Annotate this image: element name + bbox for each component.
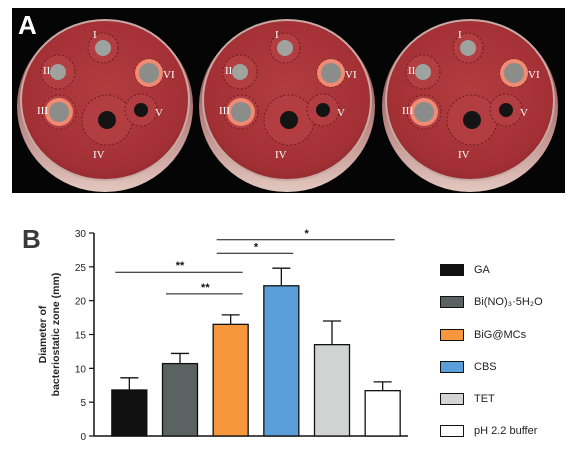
legend-item: TET (440, 391, 574, 407)
legend-item: CBS (440, 359, 574, 375)
well (321, 63, 341, 83)
legend-label: GA (474, 264, 490, 276)
y-axis-label: Diameter ofbacteriostatic zone (mm) (37, 273, 62, 397)
significance-label: * (254, 241, 259, 253)
well (139, 63, 159, 83)
y-axis-label-line: Diameter of (37, 305, 49, 363)
legend-item: BiG@MCs (440, 327, 574, 343)
well-label: II (43, 65, 51, 77)
bar (364, 390, 401, 437)
legend-label: Bi(NO)₃·5H₂O (474, 296, 543, 309)
significance-label: ** (176, 260, 185, 272)
well-label: III (37, 105, 48, 117)
well-label: II (408, 65, 416, 77)
well-label: III (219, 105, 230, 117)
well-label: V (520, 107, 528, 119)
well (98, 111, 116, 129)
bar (111, 389, 148, 437)
well-label: II (225, 65, 233, 77)
bar (212, 323, 249, 437)
well (460, 40, 476, 56)
legend-label: TET (474, 393, 495, 406)
well (50, 64, 66, 80)
well (415, 64, 431, 80)
well-label: VI (528, 69, 540, 81)
well (231, 102, 251, 122)
significance-label: ** (201, 282, 210, 294)
well (499, 103, 513, 117)
legend-item: GA (440, 262, 574, 278)
well (95, 40, 111, 56)
legend-label: CBS (474, 360, 497, 373)
well-label: I (458, 29, 462, 41)
legend-swatch (440, 360, 464, 373)
well-label: V (155, 107, 163, 119)
legend-label: pH 2.2 buffer (474, 425, 538, 438)
y-tick-label: 25 (75, 263, 87, 274)
bar-chart: 0 5 10 15 20 25 30 Diameter ofbacteriostatic zo… (37, 228, 408, 443)
well-label: VI (163, 69, 175, 81)
well (49, 102, 69, 122)
well (463, 111, 481, 129)
legend-swatch (440, 393, 464, 406)
y-tick-label: 0 (80, 432, 86, 443)
significance-label: * (305, 228, 310, 240)
well-label: IV (458, 149, 470, 161)
legend-swatch (440, 328, 464, 341)
bar (161, 362, 199, 437)
y-axis-label-line: bacteriostatic zone (mm) (50, 273, 62, 397)
chart-legend: GA Bi(NO)₃·5H₂O BiG@MCs CBS TET pH 2.2 buffer (440, 262, 574, 456)
well (232, 64, 248, 80)
well (277, 40, 293, 56)
y-tick-label: 10 (75, 364, 87, 375)
well (316, 103, 330, 117)
well (134, 103, 148, 117)
well (504, 63, 524, 83)
legend-swatch (440, 425, 464, 438)
panel-b-label: B (22, 224, 41, 254)
panel-a-label: A (18, 10, 37, 40)
well (280, 111, 298, 129)
well-label: III (402, 105, 413, 117)
legend-swatch (440, 264, 464, 276)
well-label: I (93, 29, 97, 41)
well-label: IV (275, 149, 287, 161)
legend-swatch (440, 296, 464, 309)
legend-item: pH 2.2 buffer (440, 423, 574, 439)
well-label: V (337, 107, 345, 119)
legend-label: BiG@MCs (474, 328, 527, 341)
well-label: IV (93, 149, 105, 161)
y-tick-label: 15 (75, 331, 87, 342)
y-tick-label: 20 (75, 297, 87, 308)
well-label: I (275, 29, 279, 41)
well-label: VI (345, 69, 357, 81)
well (414, 102, 434, 122)
legend-item: Bi(NO)₃·5H₂O (440, 294, 574, 310)
panel-a-photo: I II III IV V VI I II III IV V VI I II III IV V VI A (12, 8, 565, 193)
bar (263, 285, 300, 437)
y-tick-label: 5 (80, 398, 86, 409)
bar (313, 343, 351, 437)
y-tick-label: 30 (75, 229, 87, 240)
